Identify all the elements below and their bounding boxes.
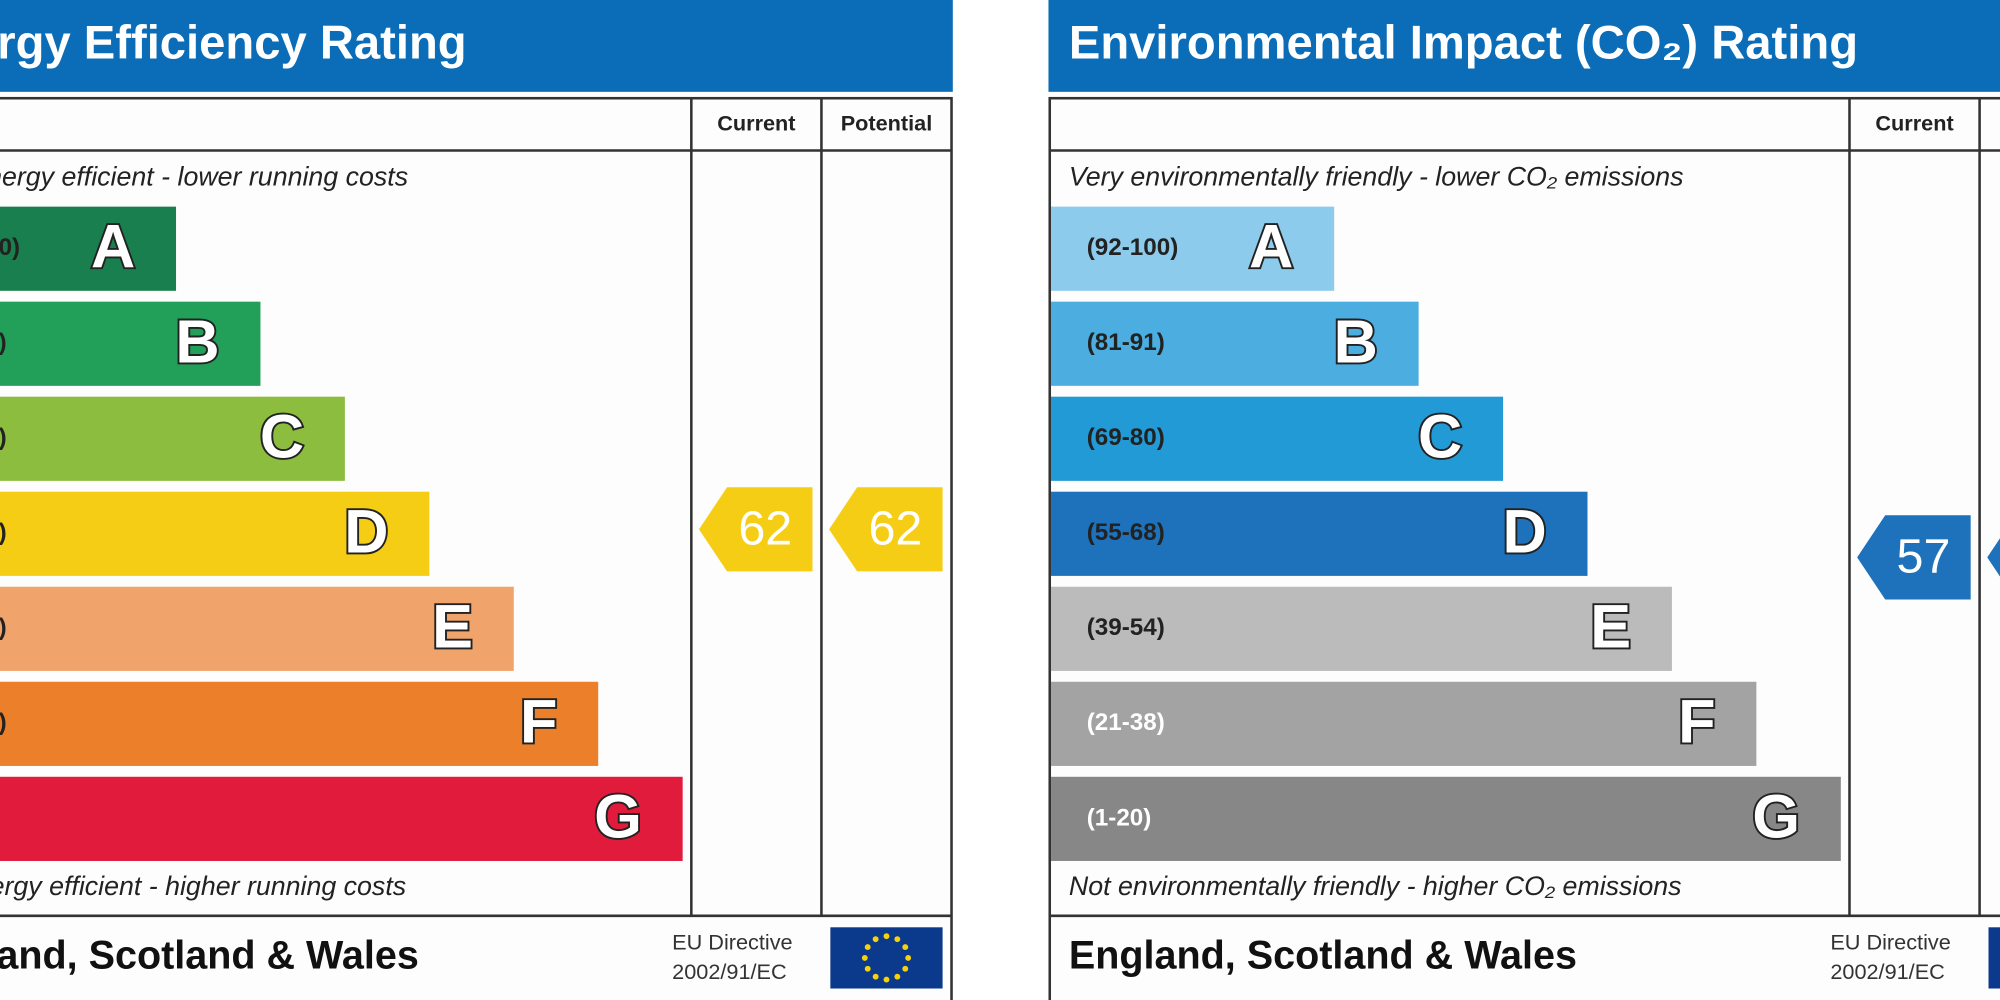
rating-band bbox=[1051, 586, 1672, 671]
rating-band bbox=[1051, 396, 1504, 481]
band-letter: E bbox=[1590, 593, 1631, 661]
band-range: (39-54) bbox=[0, 614, 7, 641]
footer-region: England, Scotland & Wales bbox=[1069, 933, 1577, 977]
rating-band bbox=[1051, 776, 1841, 861]
rating-arrow bbox=[1987, 538, 2000, 577]
bottom-caption: Not energy efficient - higher running co… bbox=[0, 871, 406, 901]
band-letter: D bbox=[1502, 498, 1546, 566]
panel-title: Energy Efficiency Rating bbox=[0, 16, 467, 69]
band-range: (69-80) bbox=[1087, 424, 1165, 451]
column-header: Current bbox=[717, 111, 795, 136]
title-bar bbox=[1048, 0, 2000, 92]
eu-star bbox=[883, 933, 890, 940]
bottom-caption: Not environmentally friendly - higher CO… bbox=[1069, 871, 1682, 901]
panel-title: Environmental Impact (CO₂) Rating bbox=[1069, 16, 1858, 69]
band-range: (21-38) bbox=[1087, 709, 1165, 736]
band-range: (92-100) bbox=[1087, 234, 1179, 261]
band-range: (81-91) bbox=[0, 329, 7, 356]
rating-band bbox=[1051, 206, 1335, 291]
band-letter: A bbox=[91, 212, 135, 280]
band-letter: B bbox=[1334, 307, 1378, 375]
eu-star bbox=[864, 965, 871, 972]
band-range: (55-68) bbox=[0, 519, 7, 546]
rating-band bbox=[1051, 681, 1757, 766]
eu-star bbox=[894, 936, 901, 943]
eu-star bbox=[894, 973, 901, 980]
rating-band bbox=[1051, 491, 1588, 576]
rating-arrow bbox=[1857, 515, 1971, 600]
band-letter: F bbox=[1678, 688, 1715, 756]
top-caption: Very energy efficient - lower running co… bbox=[0, 162, 408, 192]
rating-band bbox=[0, 586, 514, 671]
rating-value: 62 bbox=[868, 502, 922, 556]
eu-directive: EU Directive bbox=[672, 930, 792, 955]
band-range: (55-68) bbox=[1087, 519, 1165, 546]
footer-region: England, Scotland & Wales bbox=[0, 933, 419, 977]
band-letter: G bbox=[1752, 783, 1800, 851]
band-letter: B bbox=[175, 307, 219, 375]
eu-star bbox=[864, 944, 871, 950]
band-letter: G bbox=[594, 783, 642, 851]
rating-value: 62 bbox=[738, 502, 792, 556]
rating-panel: Energy Efficiency Rating Current Potential… bbox=[0, 0, 953, 1000]
top-caption: Very environmentally friendly - lower CO… bbox=[1069, 162, 1684, 192]
rating-band bbox=[0, 396, 345, 481]
eu-directive: EU Directive bbox=[1830, 930, 1950, 955]
band-letter: F bbox=[520, 688, 557, 756]
column-header: Potential bbox=[841, 111, 933, 136]
eu-star bbox=[872, 936, 879, 943]
band-range: (21-38) bbox=[0, 709, 7, 736]
band-range: (1-20) bbox=[1087, 804, 1152, 831]
rating-band bbox=[1051, 301, 1419, 386]
eu-star bbox=[905, 954, 912, 961]
band-range: (39-54) bbox=[1087, 614, 1165, 641]
eu-star bbox=[902, 944, 909, 950]
eu-star bbox=[861, 954, 868, 961]
rating-arrow bbox=[829, 487, 943, 572]
band-range: (69-80) bbox=[0, 424, 7, 451]
rating-band bbox=[0, 681, 599, 766]
eu-directive: 2002/91/EC bbox=[672, 959, 786, 984]
eu-directive: 2002/91/EC bbox=[1830, 959, 1944, 984]
band-letter: A bbox=[1249, 212, 1293, 280]
rating-band bbox=[0, 776, 683, 861]
band-letter: C bbox=[260, 402, 304, 470]
rating-arrow bbox=[698, 487, 813, 572]
band-range: (92-100) bbox=[0, 234, 20, 261]
eu-star bbox=[902, 965, 909, 972]
column-header: Current bbox=[1875, 111, 1953, 136]
rating-band bbox=[0, 206, 177, 291]
band-letter: D bbox=[344, 498, 388, 566]
eu-star bbox=[872, 973, 879, 980]
rating-panel: Environmental Impact (CO₂) Rating Current… bbox=[1048, 0, 2000, 1000]
eu-flag bbox=[1988, 927, 2000, 989]
rating-band bbox=[0, 301, 261, 386]
rating-value: 57 bbox=[1897, 530, 1951, 584]
band-letter: E bbox=[432, 593, 473, 661]
column-header: Potential bbox=[1999, 111, 2000, 136]
band-letter: C bbox=[1418, 402, 1462, 470]
band-range: (81-91) bbox=[1087, 329, 1165, 356]
eu-star bbox=[883, 976, 890, 983]
title-bar bbox=[0, 0, 953, 92]
rating-band bbox=[0, 491, 430, 576]
